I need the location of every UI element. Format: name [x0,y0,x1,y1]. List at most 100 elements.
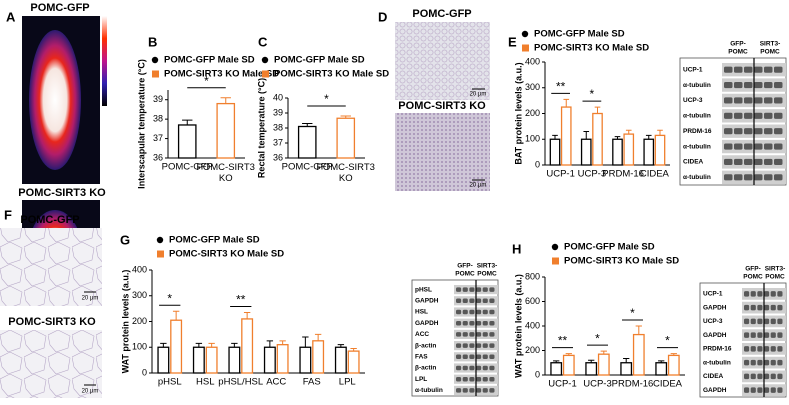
blot-band [750,291,756,297]
blot-header: GFP- [730,41,746,48]
blot-band [750,332,756,338]
blot-row-label: GAPDH [415,298,439,305]
histology-image [0,228,102,306]
blot-band [476,343,482,348]
blot-band [456,298,462,304]
blot-row-label: α-tubulin [683,143,711,150]
blot-band [744,128,753,135]
blot-band [469,287,475,292]
blot-band [489,298,495,304]
blot-band [757,332,763,338]
blot-row-label: α-tubulin [683,174,711,181]
blot-band [489,343,495,348]
bar [612,138,623,166]
blot-row-label: UCP-3 [703,318,723,325]
bar [654,134,666,166]
legend-marker [151,56,159,64]
blot-band [770,304,776,311]
blot-band [476,388,482,393]
y-axis-label: WAT protein levels (a.u.) [513,274,523,378]
blot-band [754,174,763,181]
blot-band [750,373,756,380]
blot-header: SIRT3- [477,263,498,270]
blot-band [724,112,733,119]
legend-marker [551,243,559,251]
blot-band [764,66,773,73]
error-bar [302,336,309,348]
blot-header: POMC [765,274,785,281]
significance-label: * [324,92,329,106]
error-bar [243,311,251,319]
blot-band [469,376,475,382]
bar [655,362,668,376]
blot-band [754,66,763,73]
bar [347,350,360,374]
blot-band [770,332,776,338]
panel-label: B [148,34,157,49]
blot-band [482,287,488,292]
blot-band [770,387,776,393]
blot-band [476,354,482,360]
blot-row-label: α-tubulin [683,113,711,120]
blot-band [734,174,743,181]
panel-label: H [512,241,521,256]
panel-label: D [378,9,387,24]
bar [643,138,655,166]
blot-band [757,304,763,311]
error-bar [231,342,238,348]
blot-band [770,346,776,352]
blot-band [734,128,743,135]
error-bar [350,348,357,352]
bar [550,362,563,376]
bar [549,138,561,166]
blot-band [777,304,783,311]
scale-bar-label: 20 µm [82,389,99,395]
x-tick-label: CIDEA [653,379,683,390]
blot-band [469,332,475,337]
bar [276,344,289,374]
blot-row-label: α-tubulin [415,387,443,394]
blot-row-label: GAPDH [703,304,727,311]
blot-header: POMC [455,271,475,278]
bar [560,106,572,166]
x-tick-label: pHSL [158,377,182,388]
blot-band [482,320,488,326]
x-tick-label: HSL [196,377,214,388]
bar [334,346,347,374]
bar [580,138,592,166]
blot-band [724,158,733,166]
legend-marker [552,257,559,265]
x-tick-label: UCP-3 [583,379,612,390]
blot-band [489,332,495,337]
error-bar [160,342,167,348]
blot-band [734,81,743,89]
legend-marker [522,44,529,52]
blot-band [764,143,773,150]
blot-band [764,304,770,311]
bar [667,354,680,376]
blot-band [764,97,773,104]
blot-band [476,365,482,371]
blot-band [462,376,468,382]
y-tick-label: 100 [525,134,540,144]
bar [312,340,325,374]
blot-band [750,346,756,352]
y-tick-label: 38 [153,114,163,124]
blot-header: POMC [477,271,497,278]
error-bar [553,360,560,363]
x-tick-label: ACC [266,377,286,388]
blot-band [774,174,783,181]
blot-band [489,320,495,326]
blot-band [764,332,770,338]
blot-band [469,354,475,360]
bar [623,133,635,166]
blot-band [774,143,783,150]
blot-band [750,387,756,393]
blot-row-label: PRDM-16 [703,346,732,353]
blot-band [482,343,488,348]
scale-bar-label: 20 µm [470,183,487,189]
error-bar [594,106,601,114]
legend-label: POMC-SIRT3 KO Male SD [169,249,284,260]
blot-band [462,388,468,393]
blot-band [744,81,753,89]
